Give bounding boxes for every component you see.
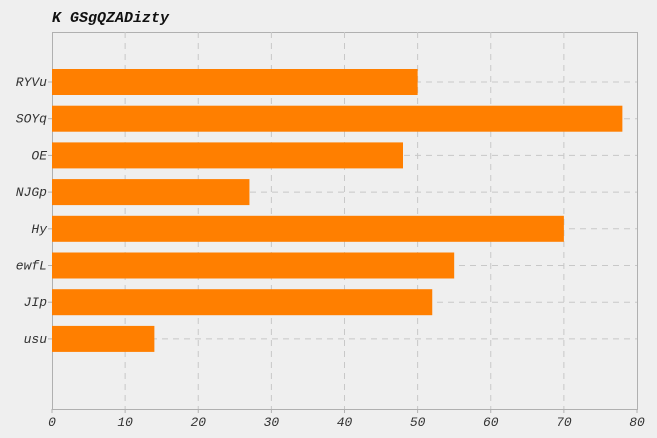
x-tick-labels: 0 10 20 30 40 50 60 70 80 xyxy=(48,409,645,430)
chart-title: K GSgQZADizty xyxy=(52,10,170,27)
x-tick-label: 0 xyxy=(48,415,56,430)
x-tick-label: 80 xyxy=(629,415,645,430)
bar-soyq xyxy=(52,105,623,132)
bar-njgp xyxy=(52,179,250,206)
y-tick-label: Hy xyxy=(31,222,48,237)
x-tick-label: 60 xyxy=(483,415,499,430)
y-tick-label: NJGp xyxy=(16,185,47,200)
bars xyxy=(52,69,623,352)
x-tick-label: 20 xyxy=(190,415,206,430)
y-tick-label: JIp xyxy=(24,295,48,310)
x-tick-label: 10 xyxy=(117,415,133,430)
y-tick-label: RYVu xyxy=(16,75,47,90)
y-tick-labels: RYVu SOYq OE NJGp Hy ewfL JIp usu xyxy=(16,75,52,347)
y-tick-label: usu xyxy=(24,332,48,347)
bar-oe xyxy=(52,142,403,169)
x-tick-label: 50 xyxy=(410,415,426,430)
x-tick-label: 30 xyxy=(264,415,280,430)
x-tick-label: 40 xyxy=(337,415,353,430)
bar-hy xyxy=(52,215,564,242)
y-tick-label: ewfL xyxy=(16,259,47,274)
y-tick-label: SOYq xyxy=(16,112,47,127)
x-tick-label: 70 xyxy=(556,415,572,430)
bar-jip xyxy=(52,289,433,316)
bar-ryvu xyxy=(52,69,418,95)
bar-ewfl xyxy=(52,252,455,279)
y-tick-label: OE xyxy=(31,148,47,163)
bar-usu xyxy=(52,325,155,352)
